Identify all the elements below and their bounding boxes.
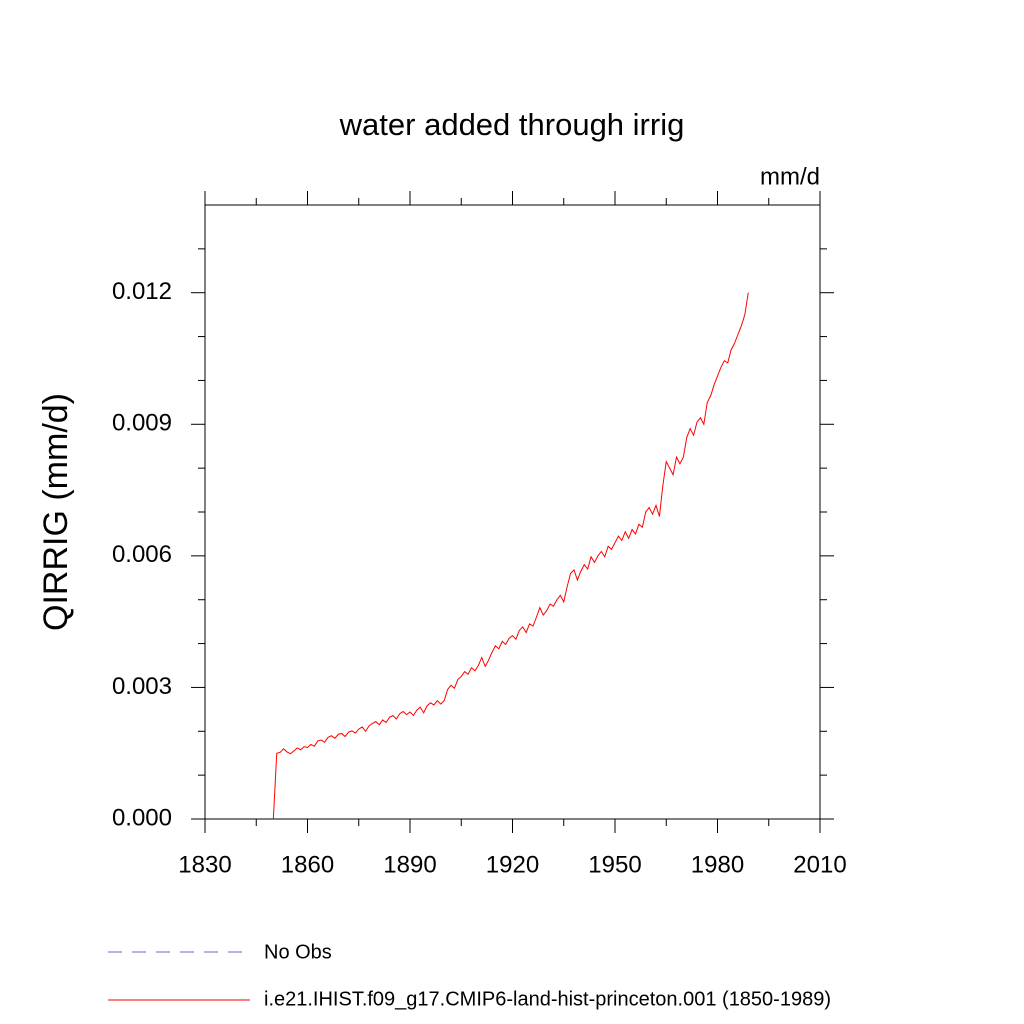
legend-label: No Obs [264,941,332,963]
x-tick-label: 1920 [486,851,539,878]
plot-frame [204,204,821,820]
y-axis-title: QIRRIG (mm/d) [37,393,75,631]
units-label: mm/d [760,163,820,190]
y-tick-label: 0.009 [112,410,172,437]
x-tick-label: 1890 [383,851,436,878]
y-tick-label: 0.003 [112,673,172,700]
y-tick-label: 0.012 [112,278,172,305]
y-tick-label: 0.000 [112,804,172,831]
x-tick-label: 1860 [281,851,334,878]
legend-label: i.e21.IHIST.f09_g17.CMIP6-land-hist-prin… [264,988,831,1010]
x-tick-label: 1830 [178,851,231,878]
chart-title: water added through irrig [339,107,685,142]
x-tick-label: 1950 [588,851,641,878]
data-line [272,292,749,820]
x-tick-label: 1980 [691,851,744,878]
x-tick-label: 2010 [793,851,846,878]
y-tick-label: 0.006 [112,541,172,568]
